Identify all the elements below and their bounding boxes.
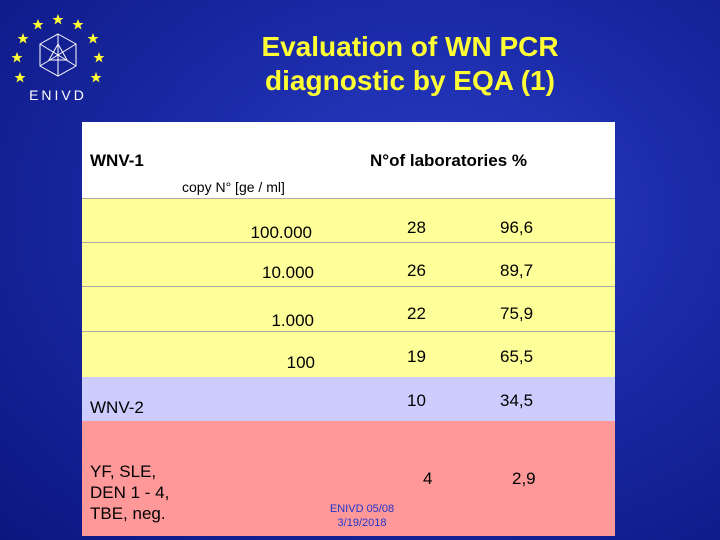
negative-labs: 4 [423, 469, 433, 488]
header-laboratories: N°of laboratories % [370, 151, 527, 170]
negative-label-line-3: TBE, neg. [90, 504, 166, 523]
row-1-percent: 96,6 [500, 218, 534, 237]
header-copy-number: copy N° [ge / ml] [182, 179, 285, 195]
wnv2-band [82, 377, 615, 421]
negative-label-line-2: DEN 1 - 4, [90, 483, 170, 502]
row-1-concentration: 100.000 [250, 223, 312, 242]
slide-title: Evaluation of WN PCR diagnostic by EQA (… [200, 30, 620, 98]
results-table: WNV-1 N°of laboratories % copy N° [ge / … [82, 122, 615, 536]
row-3-labs: 22 [407, 304, 426, 323]
enivd-logo: ENIVD [8, 10, 108, 110]
row-3-concentration: 1.000 [271, 311, 314, 330]
header-wnv1: WNV-1 [90, 151, 144, 170]
negative-percent: 2,9 [512, 469, 536, 488]
row-2-concentration: 10.000 [262, 263, 314, 282]
row-divider [82, 242, 615, 243]
row-divider [82, 286, 615, 287]
row-1-labs: 28 [407, 218, 426, 237]
row-2-labs: 26 [407, 261, 426, 280]
title-line-2: diagnostic by EQA (1) [265, 65, 555, 96]
negative-label: YF, SLE, DEN 1 - 4, TBE, neg. [90, 461, 169, 524]
wnv2-percent: 34,5 [500, 391, 534, 410]
row-4-percent: 65,5 [500, 347, 534, 366]
logo-text: ENIVD [29, 87, 87, 103]
slide-footer: ENIVD 05/08 3/19/2018 [322, 502, 402, 530]
wnv2-label: WNV-2 [90, 398, 144, 417]
footer-line-2: 3/19/2018 [337, 517, 387, 529]
row-divider [82, 331, 615, 332]
row-2-percent: 89,7 [500, 261, 534, 280]
wnv2-labs: 10 [407, 391, 426, 410]
row-divider [82, 198, 615, 199]
row-4-labs: 19 [407, 347, 426, 366]
row-4-concentration: 100 [286, 353, 315, 372]
row-3-percent: 75,9 [500, 304, 534, 323]
wnv1-band [82, 198, 615, 377]
negative-label-line-1: YF, SLE, [90, 462, 157, 481]
title-line-1: Evaluation of WN PCR [261, 31, 559, 62]
negative-band [82, 421, 615, 536]
footer-line-1: ENIVD 05/08 [329, 503, 395, 515]
